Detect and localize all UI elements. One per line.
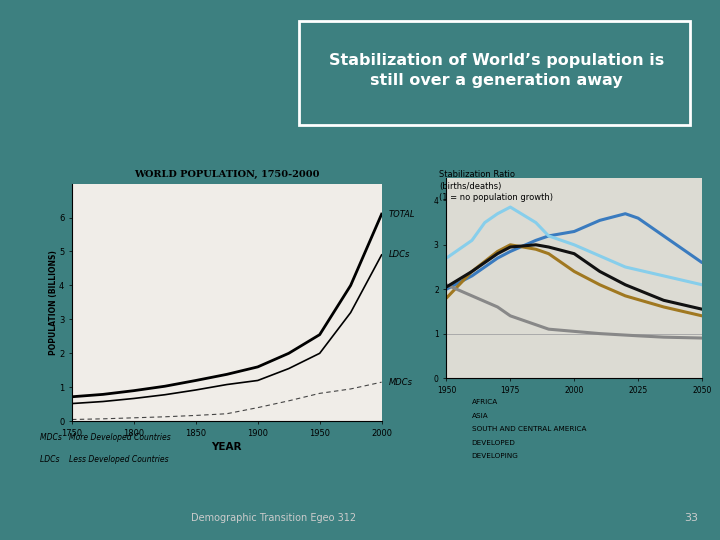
Text: SOUTH AND CENTRAL AMERICA: SOUTH AND CENTRAL AMERICA (472, 426, 586, 433)
Text: Demographic Transition Egeo 312: Demographic Transition Egeo 312 (191, 514, 356, 523)
Y-axis label: POPULATION (BILLIONS): POPULATION (BILLIONS) (48, 250, 58, 355)
Text: LDCs: LDCs (389, 251, 410, 259)
Text: LDCs    Less Developed Countries: LDCs Less Developed Countries (40, 455, 168, 464)
Text: TOTAL: TOTAL (389, 210, 415, 219)
Text: Stabilization of World’s population is
still over a generation away: Stabilization of World’s population is s… (329, 53, 665, 88)
Text: ASIA: ASIA (472, 413, 488, 419)
Text: MDCs: MDCs (389, 377, 413, 387)
Text: DEVELOPED: DEVELOPED (472, 440, 516, 446)
X-axis label: YEAR: YEAR (212, 442, 242, 452)
Text: AFRICA: AFRICA (472, 399, 498, 406)
Text: DEVELOPING: DEVELOPING (472, 453, 518, 460)
Text: Stabilization Ratio
(births/deaths)
(1 = no population growth): Stabilization Ratio (births/deaths) (1 =… (439, 170, 553, 202)
FancyBboxPatch shape (300, 21, 690, 125)
Title: WORLD POPULATION, 1750-2000: WORLD POPULATION, 1750-2000 (134, 170, 320, 179)
Text: 33: 33 (685, 514, 698, 523)
Text: MDCs   More Developed Countries: MDCs More Developed Countries (40, 433, 171, 442)
